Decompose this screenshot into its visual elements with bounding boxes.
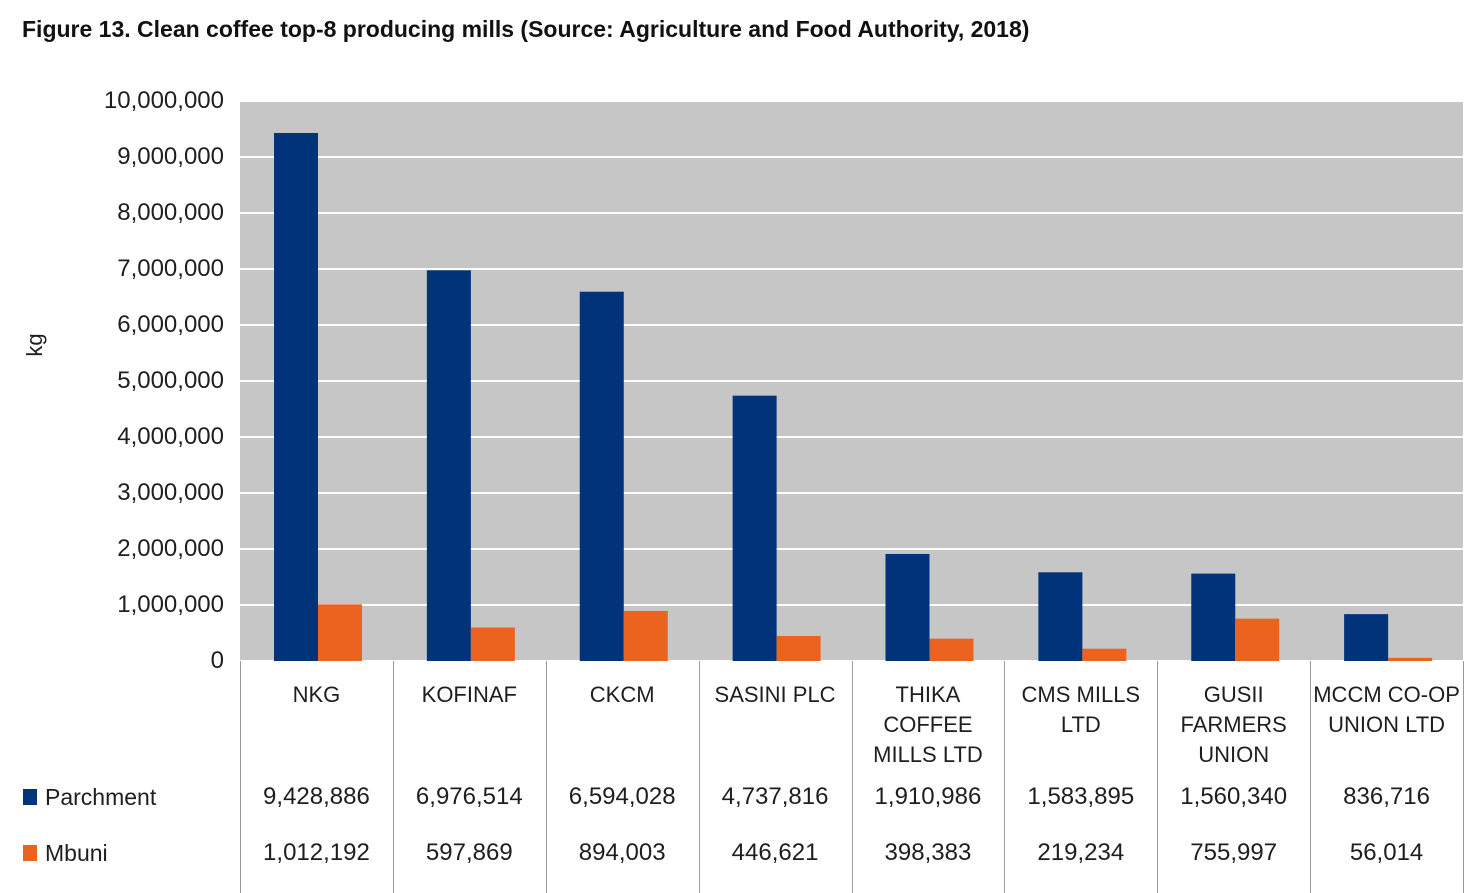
y-tick-label: 6,000,000 — [117, 311, 224, 338]
legend-swatch-mbuni — [23, 845, 37, 861]
bar-mbuni — [623, 610, 668, 661]
category-label: THIKA COFFEE MILLS LTD — [873, 682, 983, 767]
data-table-value: 1,910,986 — [874, 783, 982, 810]
category-label: MCCM CO-OP UNION LTD — [1313, 682, 1460, 737]
legend-swatch-parchment — [23, 789, 37, 805]
data-table-value: 1,560,340 — [1180, 783, 1288, 810]
y-tick-label: 0 — [210, 647, 224, 674]
y-tick-label: 10,000,000 — [103, 87, 224, 114]
data-table-value: 56,014 — [1349, 839, 1424, 866]
data-table-value: 836,716 — [1343, 783, 1430, 810]
category-label: GUSII FARMERS UNION — [1180, 682, 1287, 767]
y-tick-label: 3,000,000 — [117, 479, 224, 506]
bars — [274, 132, 1433, 661]
bar-parchment — [579, 291, 624, 661]
category-label: KOFINAF — [421, 682, 517, 707]
bar-mbuni — [929, 638, 974, 661]
data-table-value: 4,737,816 — [721, 783, 829, 810]
category-label: CKCM — [589, 682, 655, 707]
bar-mbuni — [1388, 657, 1433, 661]
data-table-value: 597,869 — [425, 839, 513, 866]
y-tick-label: 7,000,000 — [117, 255, 224, 282]
category-label: SASINI PLC — [714, 682, 836, 707]
bar-mbuni — [470, 627, 515, 661]
data-table-value: 894,003 — [578, 839, 666, 866]
data-table-value: 446,621 — [731, 839, 819, 866]
data-table-value: 9,428,886 — [263, 783, 370, 810]
y-tick-label: 5,000,000 — [117, 367, 224, 394]
bar-parchment — [1191, 573, 1236, 661]
y-tick-label: 2,000,000 — [117, 535, 224, 562]
bar-parchment — [732, 395, 777, 661]
chart-title: Figure 13. Clean coffee top-8 producing … — [22, 16, 1030, 42]
y-tick-label: 4,000,000 — [117, 423, 224, 450]
bar-parchment — [274, 132, 318, 661]
bar-mbuni — [1082, 648, 1127, 661]
data-table-value: 398,383 — [884, 839, 972, 866]
bar-parchment — [426, 270, 471, 661]
bar-parchment — [1038, 572, 1083, 661]
data-table-value: 1,583,895 — [1027, 783, 1135, 810]
data-table-value: 6,594,028 — [568, 783, 676, 810]
bar-mbuni — [318, 604, 362, 661]
series-label-parchment: Parchment — [45, 784, 157, 810]
bar-parchment — [885, 553, 930, 661]
bar-mbuni — [776, 635, 821, 661]
category-label: NKG — [292, 682, 341, 707]
data-table-value: 755,997 — [1190, 839, 1278, 866]
series-label-mbuni: Mbuni — [45, 840, 108, 866]
y-tick-label: 8,000,000 — [117, 199, 224, 226]
data-table-value: 6,976,514 — [415, 783, 523, 810]
y-tick-label: 9,000,000 — [117, 143, 224, 170]
data-table-grid — [240, 661, 1464, 893]
y-tick-label: 1,000,000 — [117, 591, 224, 618]
bar-mbuni — [1235, 618, 1280, 661]
data-table-value: 219,234 — [1037, 839, 1125, 866]
bar-parchment — [1344, 614, 1389, 661]
category-label: CMS MILLS LTD — [1021, 682, 1141, 737]
data-table-value: 1,012,192 — [263, 839, 370, 866]
